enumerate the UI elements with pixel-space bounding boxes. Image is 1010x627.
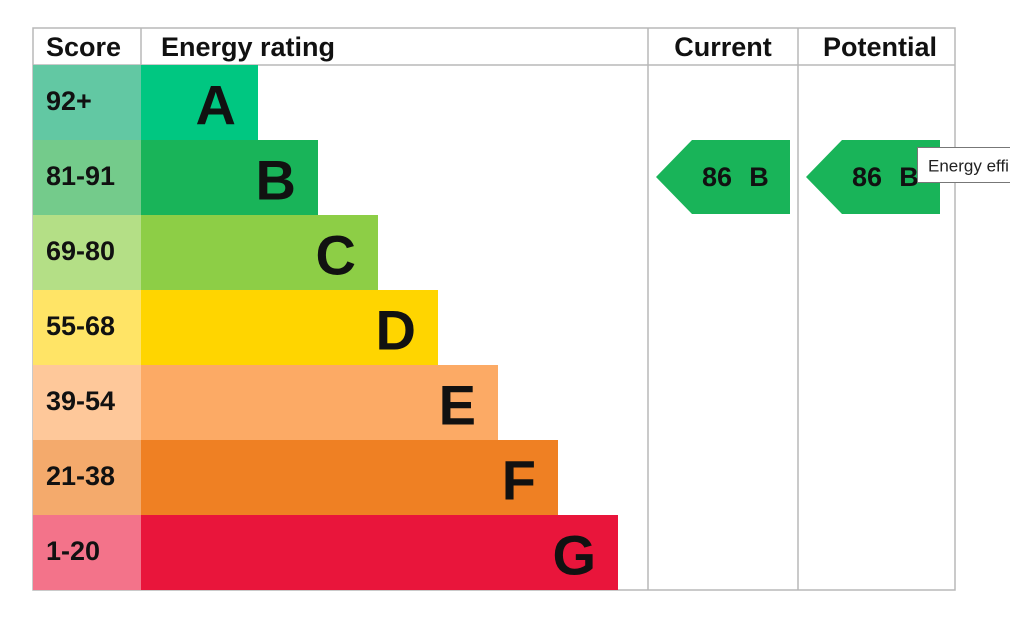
score-cell [33,65,141,140]
potential-arrow [806,140,940,214]
score-cell [33,440,141,515]
tooltip-box [917,147,1010,183]
current-letter: B [749,162,769,192]
band-bar [141,365,498,440]
score-cell [33,365,141,440]
header-potential: Potential [823,32,937,62]
potential-indicator: 86 B [806,140,940,214]
header-rating: Energy rating [161,32,335,62]
band-letter: G [552,524,596,587]
band-score: 81-91 [46,161,115,191]
band-score: 21-38 [46,461,115,491]
band-bar [141,515,618,590]
band-bar [141,440,558,515]
current-indicator: 86 B [656,140,790,214]
band-score: 69-80 [46,236,115,266]
score-cell [33,140,141,215]
score-cell [33,515,141,590]
tooltip-text: Energy effi [928,157,1009,176]
band-score: 39-54 [46,386,115,416]
band-letter: D [376,299,416,362]
band-letter: B [256,149,296,212]
tooltip: Energy effi [917,147,1010,183]
band-letter: A [196,74,236,137]
band-letter: E [439,374,476,437]
band-score: 1-20 [46,536,100,566]
potential-letter: B [899,162,919,192]
band-bar [141,215,378,290]
band-letter: F [502,449,536,512]
current-score: 86 [702,162,732,192]
current-arrow [656,140,790,214]
header-current: Current [674,32,772,62]
score-cell [33,290,141,365]
band-bar [141,65,258,140]
header-score: Score [46,32,121,62]
band-bar [141,140,318,215]
score-cell [33,215,141,290]
band-bar [141,290,438,365]
band-score: 55-68 [46,311,115,341]
band-letter: C [316,224,356,287]
potential-score: 86 [852,162,882,192]
band-score: 92+ [46,86,92,116]
